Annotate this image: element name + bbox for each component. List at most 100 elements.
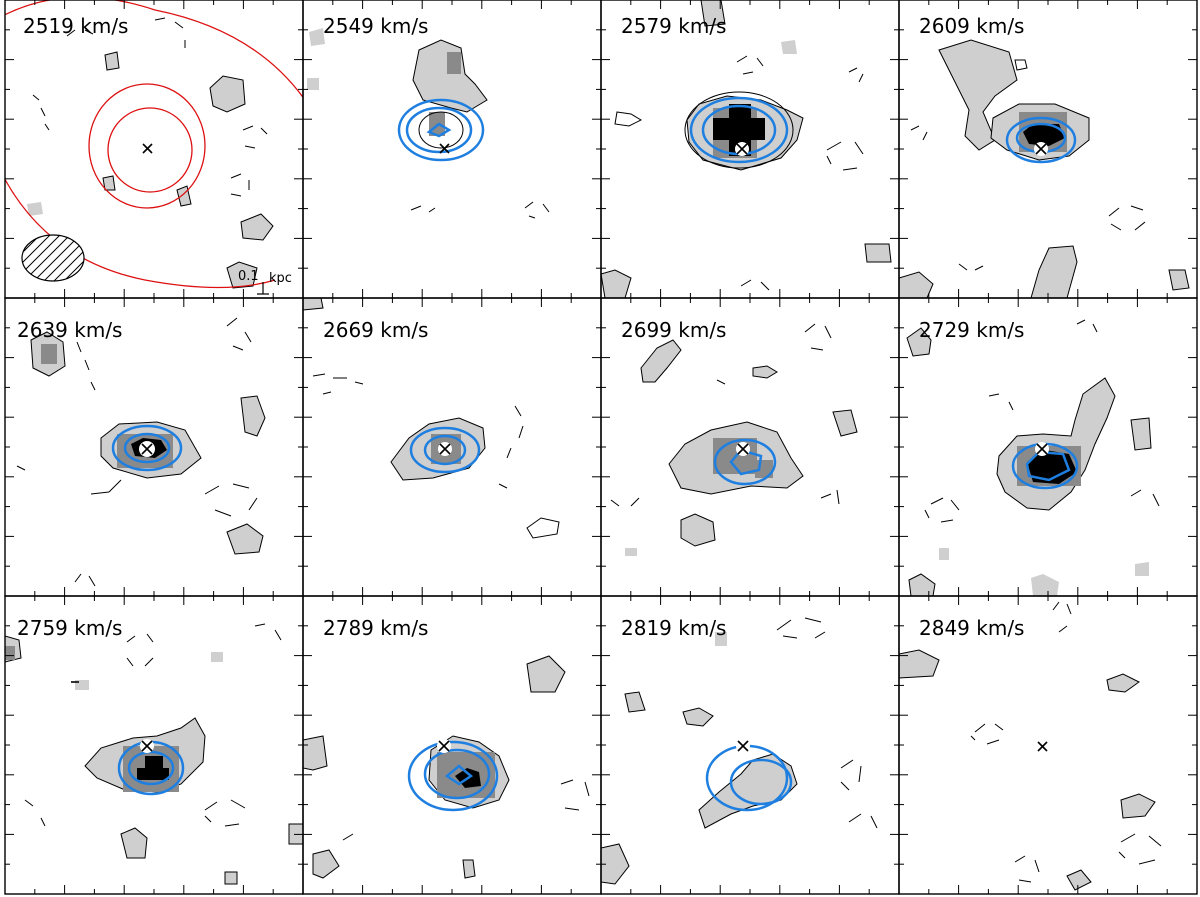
emission-patch xyxy=(526,655,566,693)
red-contour xyxy=(88,83,206,209)
panel-2519: 0.1 kpc 2519 km/s xyxy=(5,0,303,295)
emission-patch xyxy=(614,111,643,127)
negative-contour xyxy=(506,405,524,459)
emission-patch xyxy=(1106,673,1140,693)
blue-contour xyxy=(127,750,175,786)
velocity-label: 2669 km/s xyxy=(323,318,428,342)
negative-contour xyxy=(716,379,726,385)
emission-patch xyxy=(307,78,319,90)
emission-patch xyxy=(1168,269,1190,291)
velocity-label: 2819 km/s xyxy=(621,616,726,640)
negative-contour xyxy=(242,125,268,149)
panel-2609: 2609 km/s xyxy=(899,14,1190,298)
negative-contour xyxy=(154,17,186,48)
panel-2549: 2549 km/s xyxy=(307,14,550,219)
emission-patch xyxy=(899,649,940,679)
negative-contour xyxy=(1076,319,1098,333)
negative-contour xyxy=(226,317,252,351)
blue-contour xyxy=(444,764,474,786)
velocity-label: 2639 km/s xyxy=(17,318,122,342)
emission-patch xyxy=(303,735,328,771)
negative-contour xyxy=(322,391,332,395)
negative-contour xyxy=(312,373,364,385)
blue-contour xyxy=(423,748,491,800)
emission-patch xyxy=(1066,869,1092,891)
panel-2819: 2819 km/s xyxy=(601,616,878,885)
negative-contour xyxy=(910,125,928,141)
emission-patch xyxy=(752,365,778,379)
emission-patch xyxy=(226,261,258,289)
negative-contour xyxy=(410,205,436,213)
emission-patch xyxy=(1031,574,1059,596)
emission-patch xyxy=(625,548,637,556)
emission-patch xyxy=(303,298,324,311)
emission-patch xyxy=(700,0,726,27)
red-contour xyxy=(107,107,193,193)
velocity-label: 2579 km/s xyxy=(621,14,726,38)
blue-contour xyxy=(407,740,499,812)
center-marker xyxy=(1034,142,1048,156)
velocity-label: 2849 km/s xyxy=(919,616,1024,640)
negative-contour xyxy=(970,723,1004,745)
emission-patch xyxy=(698,753,798,829)
emission-patch xyxy=(899,271,934,298)
emission-patch xyxy=(240,213,274,241)
velocity-label: 2549 km/s xyxy=(323,14,428,38)
emission-patch xyxy=(601,269,632,298)
emission-patch xyxy=(224,871,238,885)
negative-contour xyxy=(1052,601,1072,633)
emission-patch xyxy=(864,243,892,263)
negative-contour xyxy=(840,759,862,791)
emission-patch xyxy=(412,39,488,113)
center-marker xyxy=(437,739,451,753)
center-marker xyxy=(439,143,450,154)
emission-patch xyxy=(240,395,266,437)
negative-contour xyxy=(610,497,640,507)
negative-contour xyxy=(126,633,154,667)
center-marker xyxy=(736,739,750,753)
center-marker xyxy=(438,442,452,456)
center-marker xyxy=(139,441,155,457)
negative-contour xyxy=(524,201,550,219)
emission-patch xyxy=(640,339,682,383)
panel-frames xyxy=(4,0,1198,895)
center-marker xyxy=(142,143,153,154)
scale-bar-unit: kpc xyxy=(269,271,292,286)
negative-contour xyxy=(804,323,832,351)
core-emission xyxy=(713,104,765,156)
negative-contour xyxy=(204,799,246,827)
emission-patch xyxy=(908,573,936,596)
negative-contour xyxy=(826,141,864,171)
blue-contour xyxy=(405,106,473,154)
blue-contour xyxy=(713,438,777,486)
blue-contour xyxy=(729,758,793,806)
negative-contour xyxy=(924,497,960,523)
blue-contour xyxy=(423,434,467,466)
negative-contour xyxy=(848,813,878,829)
negative-contour xyxy=(254,623,282,641)
velocity-label: 2789 km/s xyxy=(323,616,428,640)
negative-contour xyxy=(204,483,258,517)
emission-patch xyxy=(781,40,797,54)
emission-patch xyxy=(226,523,264,555)
velocity-label: 2609 km/s xyxy=(919,14,1024,38)
emission-patch xyxy=(938,39,1018,151)
negative-contour xyxy=(1118,833,1162,865)
emission-patch xyxy=(939,548,949,560)
negative-contour xyxy=(776,617,826,639)
panel-2699: 2699 km/s xyxy=(610,318,858,556)
negative-contour xyxy=(848,67,864,83)
emission-patch xyxy=(526,517,560,539)
negative-contour xyxy=(988,393,1014,411)
emission-patch xyxy=(1135,562,1149,576)
red-contour xyxy=(5,0,303,99)
center-marker xyxy=(735,142,749,156)
emission-patch xyxy=(832,409,858,437)
core-emission xyxy=(1023,124,1065,146)
emission-patch xyxy=(1030,245,1078,298)
panel-2849: 2849 km/s xyxy=(899,601,1162,891)
negative-contour xyxy=(958,263,984,271)
negative-contour xyxy=(24,799,46,827)
negative-contour xyxy=(1130,489,1160,507)
negative-contour xyxy=(66,29,94,37)
